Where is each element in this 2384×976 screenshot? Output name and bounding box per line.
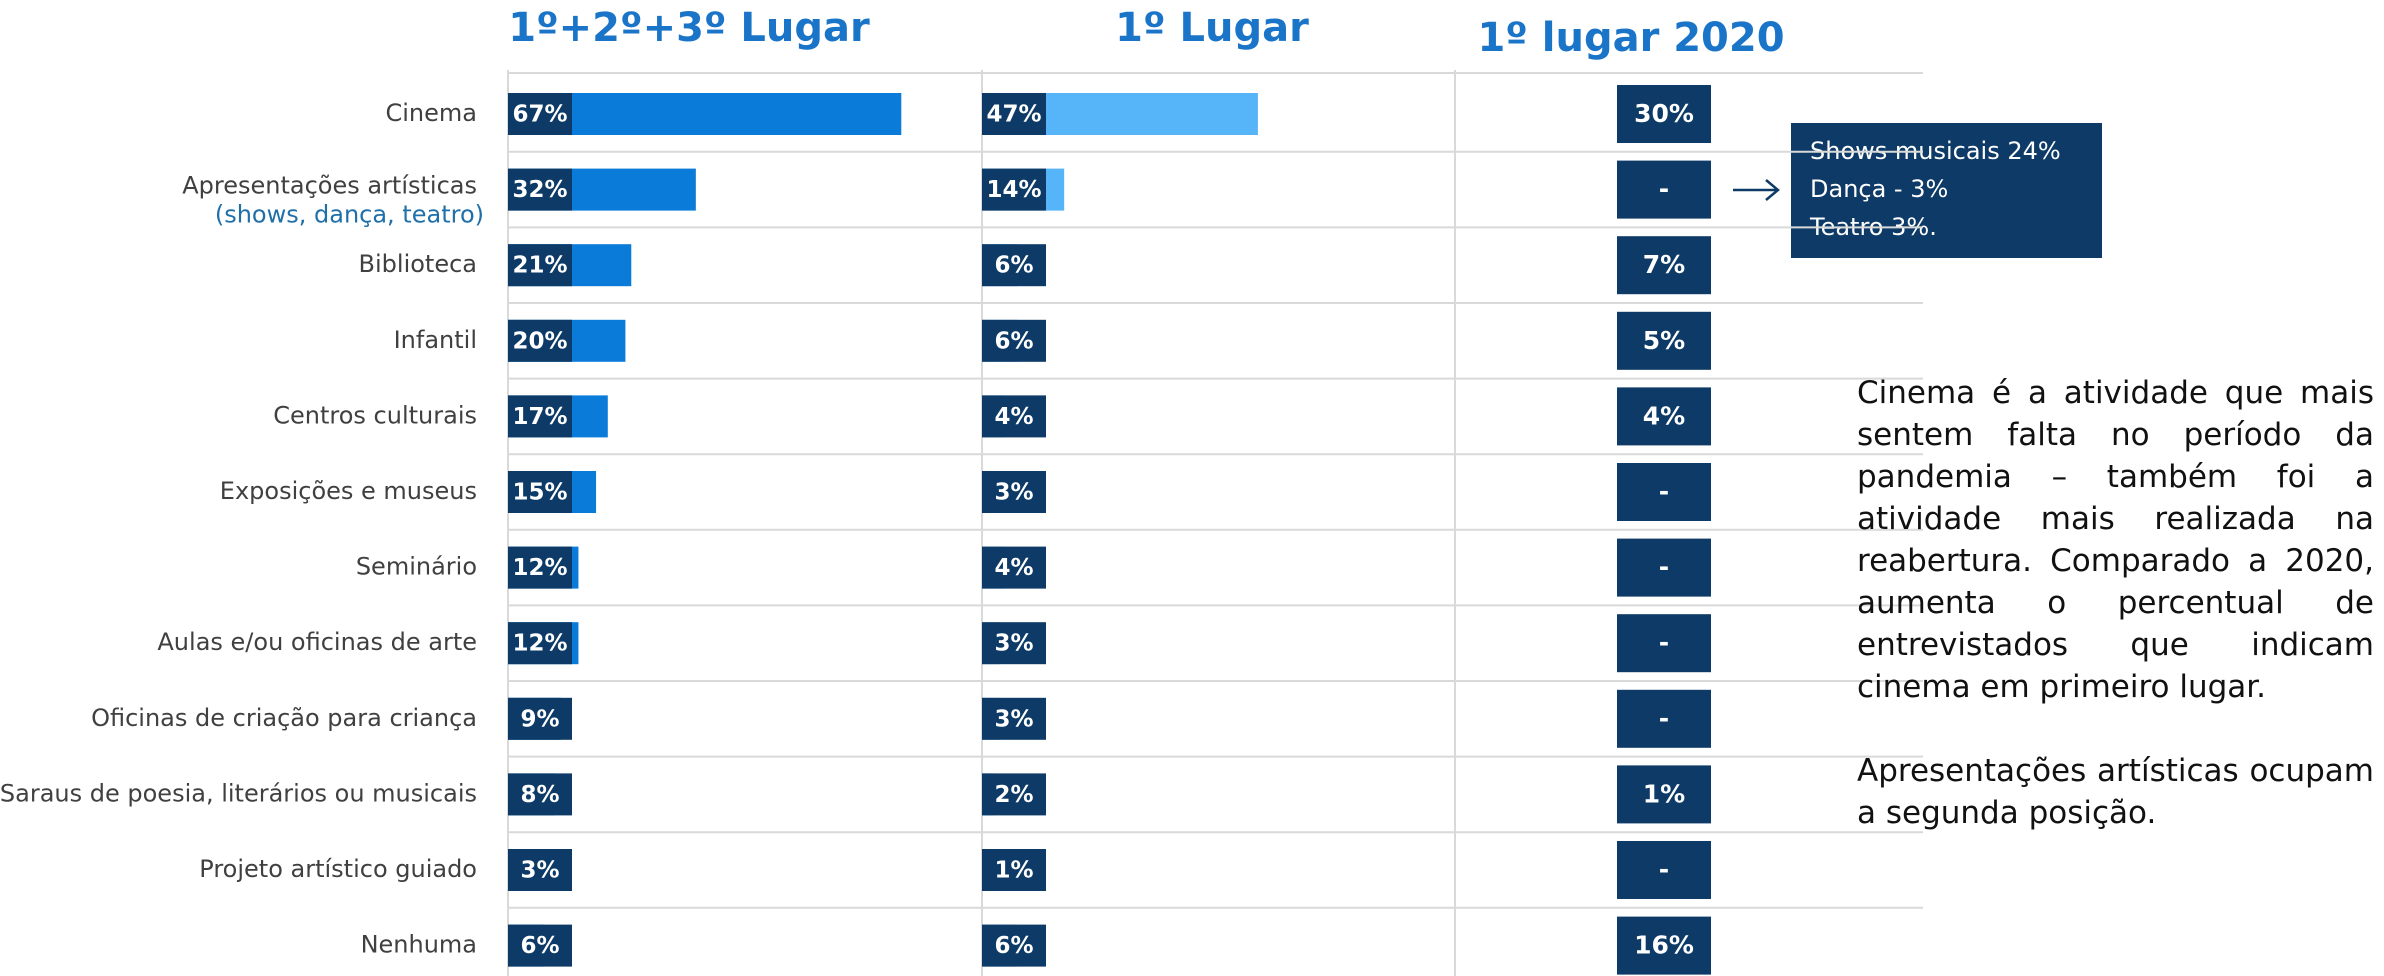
value-label-box [508,244,572,287]
value-box [1617,463,1711,521]
value-box [1617,387,1711,446]
category-label: Biblioteca [359,250,477,278]
value-label: 47% [986,102,1041,128]
value-label-box [508,773,572,816]
value-box [1617,236,1711,295]
value-label-box [982,319,1046,362]
value-label-box [508,622,572,665]
value-label: 16% [1634,931,1694,960]
value-label: - [1659,628,1669,657]
commentary: Cinema é a atividade que mais sentem fal… [1857,372,2374,876]
value-label-box [508,168,572,211]
value-label: 5% [1643,326,1685,355]
value-label-box [508,546,572,589]
value-label: 6% [994,253,1033,279]
value-label-box [982,168,1046,211]
value-label-box [982,546,1046,589]
arrow [1733,179,1780,201]
value-box [1617,916,1711,975]
bar [508,93,902,135]
value-box [1617,689,1711,748]
value-label: 1% [994,858,1033,884]
value-label: 3% [994,480,1033,506]
value-label: 3% [520,858,559,884]
value-label: 9% [520,706,559,732]
value-label: 15% [512,480,567,506]
value-label: - [1659,855,1669,884]
value-label: 14% [986,177,1041,203]
value-label: - [1659,175,1669,204]
value-label: - [1659,553,1669,582]
value-label: 20% [512,328,567,354]
category-label: Nenhuma [361,931,477,959]
category-label: Exposições e museus [220,477,477,505]
panel-title: 1º lugar 2020 [1477,15,1784,61]
value-label: - [1659,477,1669,506]
category-label: Oficinas de criação para criança [91,704,477,732]
value-label: 17% [512,404,567,430]
panel-title: 1º+2º+3º Lugar [508,5,870,51]
value-label-box [982,773,1046,816]
value-label-box [982,244,1046,287]
value-label-box [982,849,1046,891]
value-label: 12% [512,631,567,657]
note-box-line: Dança - 3% [1810,175,1948,203]
category-label: Aulas e/ou oficinas de arte [157,628,477,656]
value-label: 3% [994,706,1033,732]
value-label-box [982,622,1046,665]
value-label: 2% [994,782,1033,808]
category-label: Projeto artístico guiado [199,855,477,883]
value-label: 4% [994,555,1033,581]
value-label-box [982,395,1046,438]
value-label-box [982,697,1046,740]
value-label: 8% [520,782,559,808]
value-label: 32% [512,177,567,203]
value-box [1617,85,1711,143]
value-label: 6% [520,933,559,959]
value-label-box [982,471,1046,513]
category-label: Infantil [394,326,477,354]
value-box [1617,538,1711,597]
commentary-paragraph: Cinema é a atividade que mais sentem fal… [1857,375,2374,705]
value-label: 1% [1643,779,1685,808]
value-label: 21% [512,253,567,279]
category-label: Seminário [356,553,477,581]
value-label-box [508,395,572,438]
note-box [1791,123,2102,258]
value-label: 30% [1634,99,1694,128]
value-box [1617,311,1711,370]
value-label: 6% [994,328,1033,354]
value-box [1617,614,1711,673]
commentary-paragraph: Apresentações artísticas ocupam a segund… [1857,753,2374,831]
value-box [1617,160,1711,219]
value-box [1617,765,1711,824]
value-label: 4% [1643,401,1685,430]
value-label-box [508,319,572,362]
value-label: 3% [994,631,1033,657]
value-label: 67% [512,102,567,128]
value-label-box [508,93,572,135]
value-label: - [1659,704,1669,733]
value-box [1617,841,1711,899]
category-label: Cinema [386,99,478,127]
value-label: 12% [512,555,567,581]
panel-title: 1º Lugar [1115,5,1309,51]
value-label-box [982,93,1046,135]
value-label: 7% [1643,250,1685,279]
category-label: Centros culturais [273,401,477,429]
value-label: 4% [994,404,1033,430]
category-label: Apresentações artísticas [182,172,477,200]
value-label: 6% [994,933,1033,959]
value-label-box [508,924,572,967]
value-label-box [508,697,572,740]
value-label-box [508,849,572,891]
value-label-box [982,924,1046,967]
category-label: Saraus de poesia, literários ou musicais [0,779,477,807]
value-label-box [508,471,572,513]
category-detail: (shows, dança, teatro) [215,201,484,229]
